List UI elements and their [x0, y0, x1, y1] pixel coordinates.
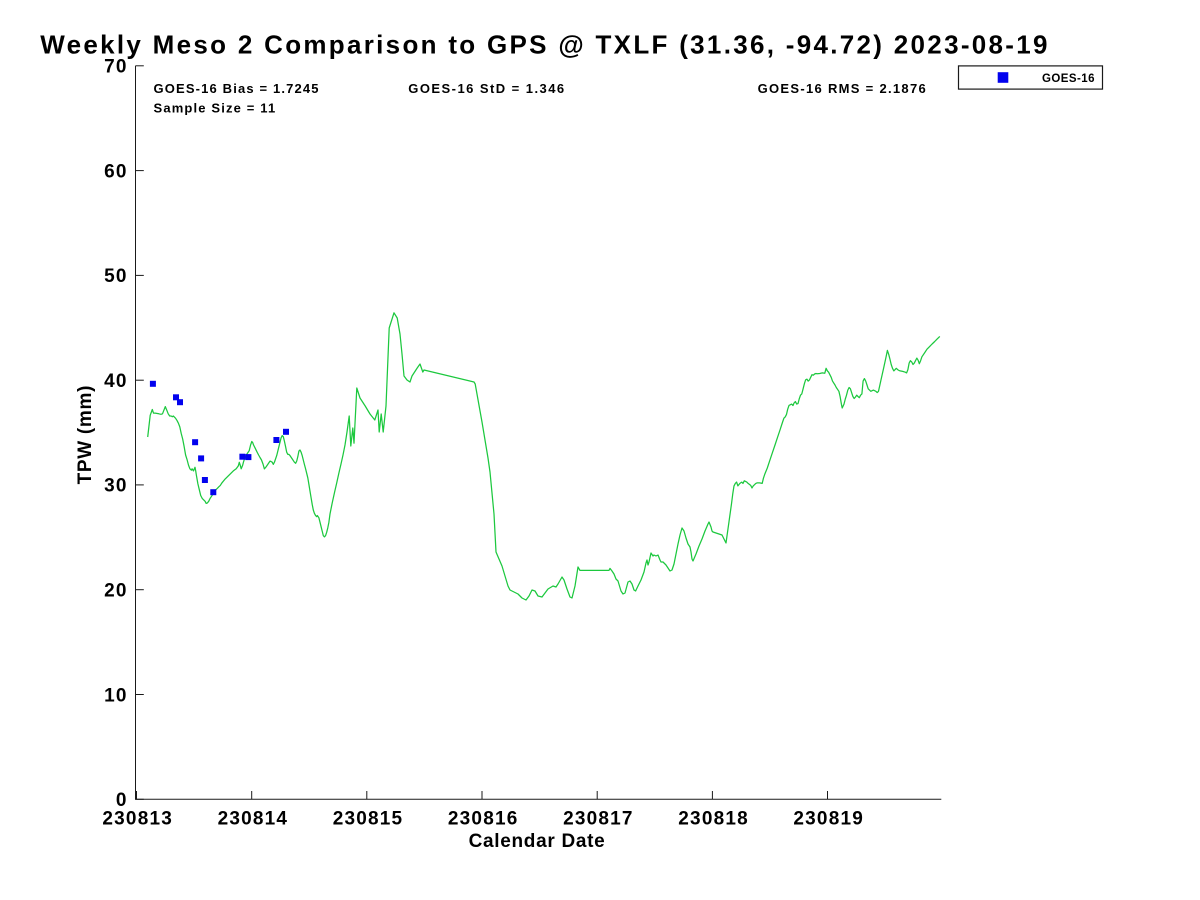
svg-text:30: 30	[104, 476, 128, 497]
svg-text:GOES-16 StD = 1.346: GOES-16 StD = 1.346	[408, 81, 565, 96]
svg-text:230815: 230815	[333, 809, 404, 830]
svg-text:Sample Size = 11: Sample Size = 11	[154, 101, 277, 116]
svg-text:40: 40	[104, 371, 128, 392]
svg-text:230814: 230814	[218, 809, 289, 830]
svg-text:20: 20	[104, 581, 128, 602]
svg-text:230813: 230813	[102, 809, 173, 830]
svg-text:Weekly Meso 2 Comparison to GP: Weekly Meso 2 Comparison to GPS @ TXLF (…	[40, 29, 1050, 59]
svg-text:GOES-16: GOES-16	[1042, 73, 1095, 85]
svg-text:GOES-16 RMS = 2.1876: GOES-16 RMS = 2.1876	[758, 81, 927, 96]
svg-text:230818: 230818	[678, 809, 749, 830]
svg-text:10: 10	[104, 685, 128, 706]
svg-text:Calendar Date: Calendar Date	[469, 831, 606, 852]
svg-text:TPW (mm): TPW (mm)	[75, 385, 96, 485]
svg-text:230817: 230817	[563, 809, 634, 830]
svg-text:50: 50	[104, 266, 128, 287]
svg-text:230819: 230819	[793, 809, 864, 830]
svg-text:GOES-16 Bias = 1.7245: GOES-16 Bias = 1.7245	[154, 81, 320, 96]
svg-text:70: 70	[104, 57, 128, 78]
svg-text:60: 60	[104, 161, 128, 182]
svg-text:0: 0	[116, 790, 128, 811]
svg-text:230816: 230816	[448, 809, 519, 830]
